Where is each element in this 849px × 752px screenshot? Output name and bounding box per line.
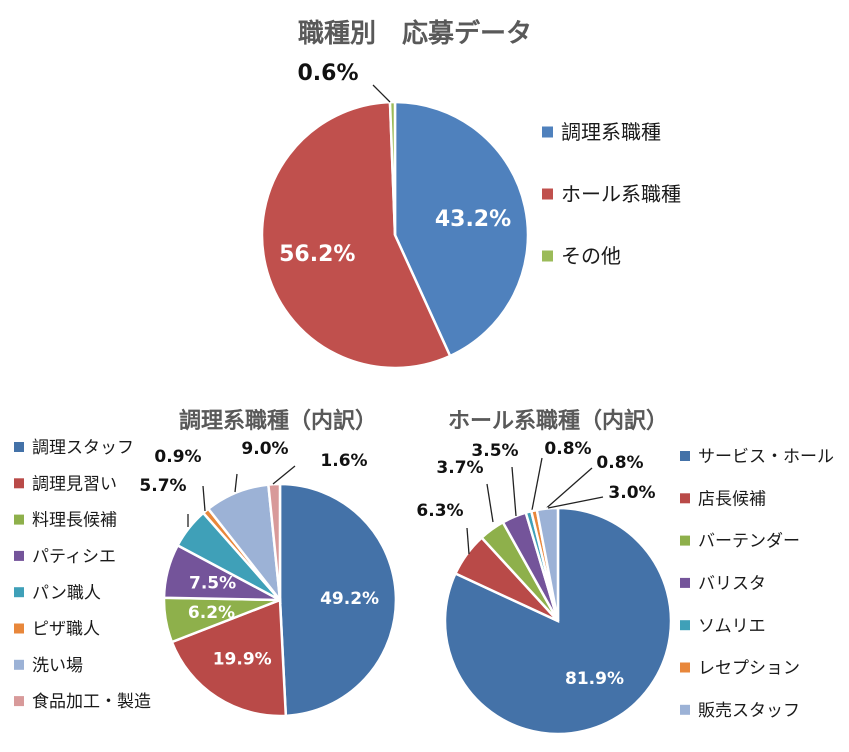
legend-label: 料理長候補 bbox=[32, 511, 117, 531]
legend-swatch bbox=[14, 442, 24, 452]
legend-label: 店長候補 bbox=[698, 489, 766, 509]
data-label: 6.3% bbox=[416, 501, 463, 521]
legend-label: サービス・ホール bbox=[698, 447, 834, 467]
legend-swatch bbox=[680, 620, 690, 631]
data-label: 7.5% bbox=[189, 573, 236, 593]
data-label: 5.7% bbox=[139, 476, 186, 496]
data-label: 3.0% bbox=[608, 483, 655, 503]
legend-swatch bbox=[542, 250, 553, 262]
leader-line bbox=[541, 467, 593, 513]
legend-label: 調理系職種 bbox=[561, 120, 661, 144]
data-label: 0.8% bbox=[544, 439, 591, 459]
legend-label: パティシエ bbox=[32, 547, 116, 567]
pie-slice bbox=[260, 100, 452, 370]
pie-slice bbox=[388, 100, 397, 236]
data-label: 0.9% bbox=[154, 447, 201, 467]
legend-swatch bbox=[680, 577, 690, 588]
leader-line bbox=[547, 496, 604, 509]
legend-label: バーテンダー bbox=[698, 532, 800, 552]
pie-slice bbox=[170, 598, 288, 718]
legend-swatch bbox=[14, 478, 24, 489]
legend-swatch bbox=[14, 587, 24, 598]
cooking-chart-title: 調理系職種（内訳） bbox=[179, 408, 377, 434]
legend-label: 食品加工・製造 bbox=[32, 692, 151, 712]
pie-slice bbox=[535, 506, 560, 622]
legend-label: 洗い場 bbox=[32, 656, 83, 676]
leader-line bbox=[511, 466, 517, 517]
leader-line bbox=[531, 457, 543, 511]
legend-label: ソムリエ bbox=[698, 616, 766, 636]
legend-swatch bbox=[14, 550, 24, 561]
legend-swatch bbox=[14, 696, 24, 707]
legend-label: 調理見習い bbox=[32, 474, 117, 494]
legend-swatch bbox=[14, 623, 24, 634]
legend-label: レセプション bbox=[698, 659, 800, 679]
legend-label: その他 bbox=[561, 244, 621, 268]
data-label: 1.6% bbox=[320, 451, 367, 471]
legend-swatch bbox=[680, 451, 690, 461]
pie-charts: 43.2% 56.2% 0.6% 49.2% 19.9% 6.2% 7.5% 5.7% 0.9%… bbox=[139, 61, 673, 736]
hall-chart-title: ホール系職種（内訳） bbox=[448, 408, 668, 434]
data-label: 43.2% bbox=[435, 207, 511, 232]
legend-label: ピザ職人 bbox=[32, 620, 100, 640]
data-label: 49.2% bbox=[320, 589, 379, 609]
pie-1: 49.2% 19.9% 6.2% 7.5% 5.7% 0.9% 9.0% 1.6% bbox=[139, 439, 398, 718]
pie-slice bbox=[393, 100, 530, 358]
pie-2: 81.9% 6.3% 3.7%3.5% 0.8%0.8% 3.0% bbox=[416, 439, 673, 736]
data-label: 19.9% bbox=[213, 649, 272, 669]
legend-label: パン職人 bbox=[32, 583, 101, 603]
legend-label: バリスタ bbox=[698, 574, 766, 594]
pie-0: 43.2% 56.2% 0.6% bbox=[260, 61, 530, 370]
data-label: 6.2% bbox=[188, 603, 235, 623]
data-label: 9.0% bbox=[241, 439, 288, 459]
pie-slice bbox=[278, 482, 398, 718]
data-label: 81.9% bbox=[565, 669, 624, 689]
legend-swatch bbox=[680, 493, 690, 504]
leader-line bbox=[486, 483, 494, 523]
legend-swatch bbox=[680, 704, 690, 715]
legends: 調理系職種ホール系職種その他調理スタッフ調理見習い料理長候補パティシエパン職人ピ… bbox=[14, 120, 834, 721]
leader-line bbox=[202, 485, 206, 512]
legend-swatch bbox=[542, 126, 553, 138]
main-chart-title: 職種別 応募データ bbox=[298, 18, 532, 49]
legend-swatch bbox=[542, 188, 553, 200]
legend-label: 調理スタッフ bbox=[32, 438, 134, 458]
legend-swatch bbox=[14, 659, 24, 670]
data-label: 3.5% bbox=[471, 441, 518, 461]
leader-line bbox=[372, 84, 391, 103]
legend-swatch bbox=[14, 514, 24, 525]
data-label: 3.7% bbox=[436, 458, 483, 478]
leader-line bbox=[234, 473, 238, 493]
data-label: 56.2% bbox=[279, 242, 355, 267]
leader-line bbox=[466, 527, 470, 555]
leader-line bbox=[272, 465, 296, 485]
data-label: 0.6% bbox=[297, 61, 358, 86]
legend-label: ホール系職種 bbox=[561, 182, 681, 206]
legend-swatch bbox=[680, 662, 690, 673]
legend-swatch bbox=[680, 535, 690, 546]
legend-label: 販売スタッフ bbox=[698, 701, 800, 721]
pie-slice bbox=[266, 482, 282, 601]
data-label: 0.8% bbox=[596, 453, 643, 473]
